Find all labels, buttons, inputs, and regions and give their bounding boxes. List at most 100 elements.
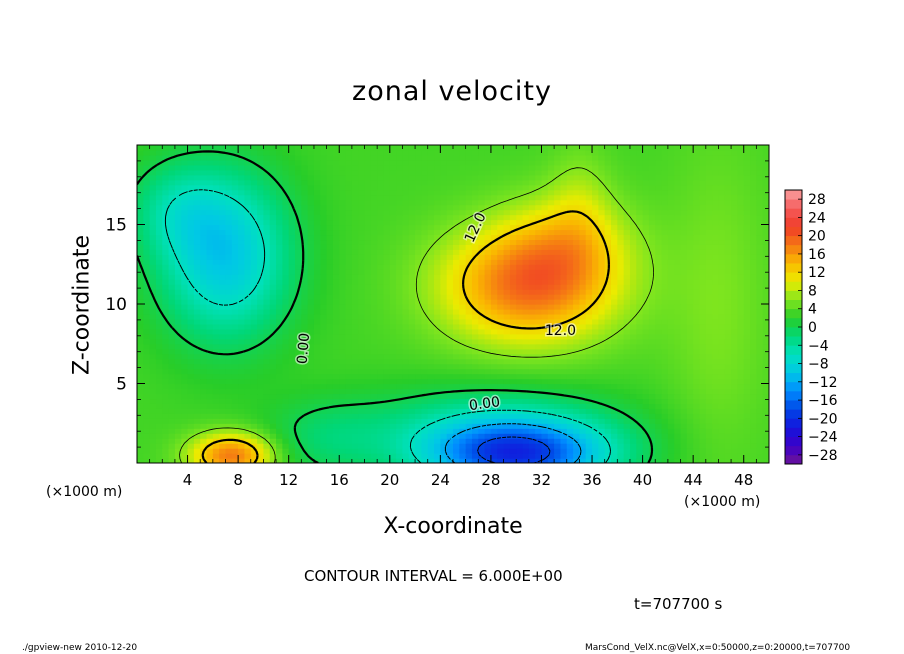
field-cell <box>149 259 157 265</box>
field-cell <box>396 423 404 429</box>
field-cell <box>712 249 720 255</box>
field-cell <box>648 269 656 275</box>
field-cell <box>484 323 492 330</box>
field-cell <box>282 299 290 305</box>
field-cell <box>389 368 397 375</box>
field-cell <box>503 214 511 221</box>
field-cell <box>149 343 157 350</box>
field-cell <box>276 299 283 305</box>
field-cell <box>434 328 441 335</box>
field-cell <box>522 338 530 345</box>
field-cell <box>509 398 517 404</box>
field-cell <box>680 393 688 400</box>
field-cell <box>238 408 246 414</box>
field-cell <box>415 229 422 236</box>
field-cell <box>244 234 252 241</box>
field-cell <box>554 408 562 414</box>
field-cell <box>693 289 701 295</box>
field-cell <box>623 254 631 260</box>
field-cell <box>459 438 467 444</box>
field-cell <box>503 373 511 380</box>
field-cell <box>636 338 644 345</box>
field-cell <box>162 348 170 355</box>
field-cell <box>547 219 555 226</box>
field-cell <box>149 393 157 400</box>
field-cell <box>212 453 220 459</box>
field-cell <box>358 383 366 390</box>
field-cell <box>554 458 562 463</box>
field-cell <box>731 448 738 454</box>
field-cell <box>478 219 486 226</box>
field-cell <box>674 348 682 355</box>
field-cell <box>434 234 441 241</box>
field-cell <box>459 219 467 226</box>
field-cell <box>351 433 359 439</box>
field-cell <box>326 239 334 245</box>
field-cell <box>611 388 618 395</box>
field-cell <box>535 229 543 236</box>
field-cell <box>257 318 264 325</box>
field-cell <box>699 289 707 295</box>
field-cell <box>288 433 296 439</box>
field-cell <box>756 259 764 265</box>
field-cell <box>396 234 404 241</box>
field-cell <box>137 244 144 250</box>
field-cell <box>541 418 549 424</box>
field-cell <box>408 353 416 360</box>
field-cell <box>636 353 644 360</box>
field-cell <box>162 284 170 290</box>
field-cell <box>415 304 422 310</box>
field-cell <box>592 418 599 424</box>
field-cell <box>389 289 397 295</box>
field-cell <box>187 244 195 250</box>
field-cell <box>680 234 688 241</box>
field-cell <box>269 438 277 444</box>
field-cell <box>396 244 404 250</box>
field-cell <box>737 458 745 463</box>
field-cell <box>756 368 764 375</box>
field-cell <box>585 219 593 226</box>
field-cell <box>497 333 505 340</box>
field-cell <box>168 318 176 325</box>
field-cell <box>465 229 473 236</box>
field-cell <box>383 358 391 365</box>
field-cell <box>699 438 707 444</box>
field-cell <box>421 348 429 355</box>
field-cell <box>693 383 701 390</box>
field-cell <box>598 274 606 280</box>
field-cell <box>187 458 195 463</box>
field-cell <box>503 368 511 375</box>
field-cell <box>731 383 738 390</box>
field-cell <box>459 323 467 330</box>
field-cell <box>231 378 239 385</box>
field-cell <box>465 219 473 226</box>
field-cell <box>339 244 347 250</box>
field-cell <box>212 343 220 350</box>
field-cell <box>465 428 473 434</box>
field-cell <box>743 313 751 320</box>
field-cell <box>636 244 644 250</box>
field-cell <box>617 328 625 335</box>
field-cell <box>155 214 163 221</box>
field-cell <box>547 388 555 395</box>
field-cell <box>383 244 391 250</box>
field-cell <box>168 289 176 295</box>
field-cell <box>313 338 321 345</box>
field-cell <box>421 284 429 290</box>
field-cell <box>680 254 688 260</box>
field-cell <box>686 333 694 340</box>
field-cell <box>408 289 416 295</box>
field-cell <box>219 363 227 370</box>
field-cell <box>585 308 593 315</box>
field-cell <box>490 264 498 270</box>
field-cell <box>206 289 214 295</box>
field-cell <box>320 353 328 360</box>
field-cell <box>370 443 378 449</box>
field-cell <box>446 438 454 444</box>
field-cell <box>358 328 366 335</box>
field-cell <box>143 358 151 365</box>
field-cell <box>471 229 479 236</box>
field-cell <box>535 403 543 409</box>
field-cell <box>693 368 701 375</box>
field-cell <box>174 229 182 236</box>
